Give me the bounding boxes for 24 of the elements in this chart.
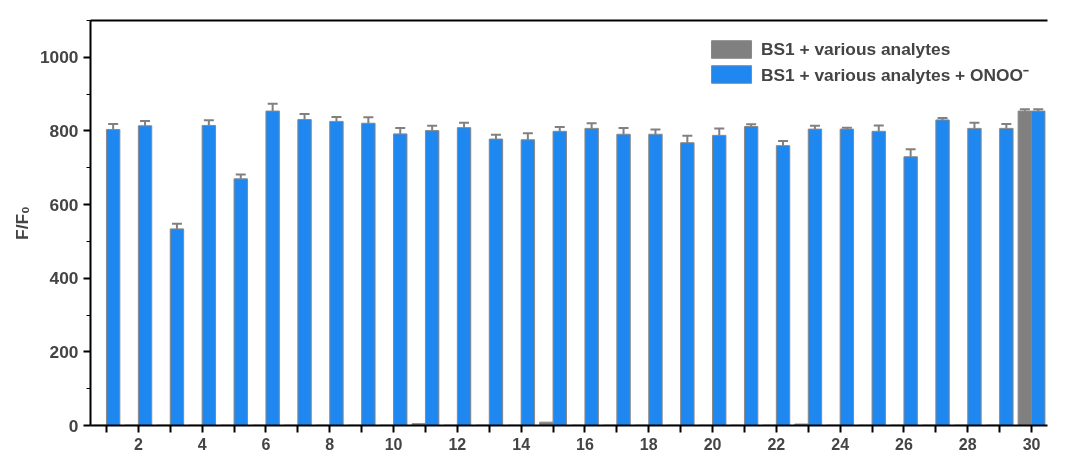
x-tick-label: 4 bbox=[197, 435, 207, 453]
y-tick-label: 200 bbox=[49, 341, 79, 362]
y-tick-label: 0 bbox=[68, 415, 79, 436]
y-tick-label: 400 bbox=[49, 268, 79, 289]
x-tick-label: 10 bbox=[384, 435, 403, 453]
x-tick-label: 12 bbox=[448, 435, 467, 453]
x-tick-label: 14 bbox=[512, 435, 531, 453]
x-tick-label: 2 bbox=[133, 435, 143, 453]
x-tick-label: 8 bbox=[325, 435, 335, 453]
y-axis-title: F/F₀ bbox=[11, 206, 32, 240]
y-tick-label: 1000 bbox=[39, 47, 79, 68]
legend-label: BS1 + various analytes bbox=[761, 38, 951, 60]
x-tick-label: 26 bbox=[895, 435, 913, 453]
x-tick-label: 22 bbox=[767, 435, 786, 453]
x-tick-label: 24 bbox=[831, 435, 850, 453]
x-tick-label: 6 bbox=[261, 435, 271, 453]
x-tick-label: 28 bbox=[958, 435, 977, 453]
x-tick-label: 18 bbox=[639, 435, 658, 453]
y-tick-label: 800 bbox=[49, 120, 79, 141]
x-tick-label: 16 bbox=[576, 435, 594, 453]
x-tick-label: 20 bbox=[703, 435, 722, 453]
y-tick-label: 600 bbox=[49, 194, 79, 215]
x-tick-label: 30 bbox=[1022, 435, 1041, 453]
legend-label: BS1 + various analytes + ONOO⁻ bbox=[761, 64, 1029, 86]
